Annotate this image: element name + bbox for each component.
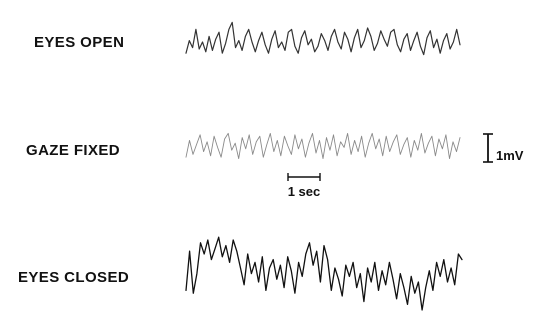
trace-eyes-closed — [185, 236, 463, 311]
time-scale-label: 1 sec — [288, 184, 321, 199]
amplitude-scale-label: 1mV — [496, 148, 524, 163]
time-scale-bar: 1 sec — [287, 173, 321, 199]
trace-label-eyes-open: EYES OPEN — [34, 34, 124, 51]
trace-eyes-open — [185, 21, 461, 56]
amplitude-scale-bar: 1mV — [483, 133, 524, 163]
trace-label-eyes-closed: EYES CLOSED — [18, 269, 129, 286]
trace-label-gaze-fixed: GAZE FIXED — [26, 142, 120, 159]
trace-gaze-fixed — [185, 132, 461, 160]
